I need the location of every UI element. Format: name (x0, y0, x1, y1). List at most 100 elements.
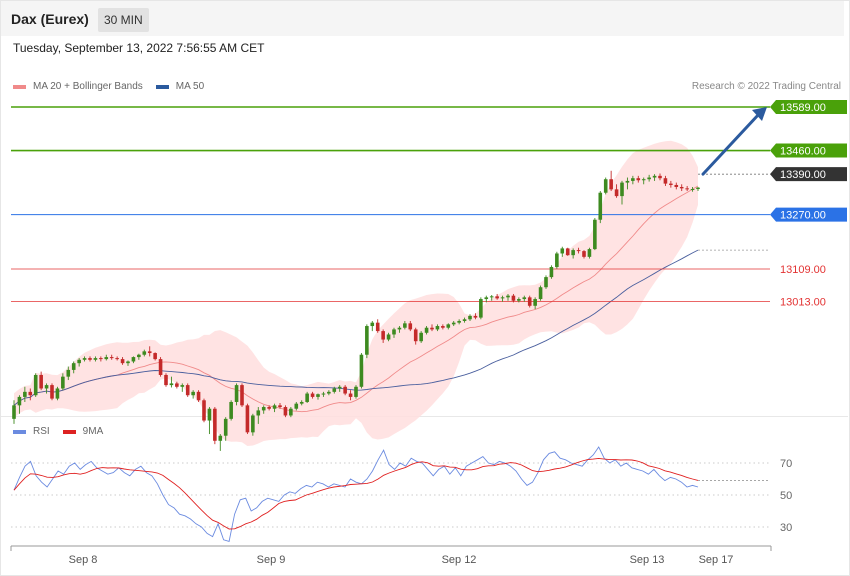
candle-body (641, 179, 646, 181)
candle-body (327, 391, 331, 394)
candle-body (99, 358, 103, 360)
candle-body (658, 175, 662, 179)
x-tick-label: Sep 17 (699, 554, 734, 566)
candle-body (663, 178, 668, 184)
level-tag-13390.00 (770, 167, 847, 182)
candle-body (669, 183, 673, 185)
candle-body (278, 405, 282, 408)
candle-body (495, 296, 499, 299)
candle-body (354, 386, 358, 397)
candle-body (620, 182, 624, 197)
candle-body (462, 319, 467, 321)
ma50-swatch (155, 84, 169, 89)
level-value-13390.00: 13390.00 (780, 169, 826, 181)
candle-body (565, 248, 570, 256)
candle-body (696, 187, 700, 190)
candle-body (305, 393, 309, 402)
candle-body (517, 299, 521, 301)
candle-body (28, 391, 33, 396)
forecast-arrow-shaft (701, 112, 761, 176)
candle-body (93, 358, 98, 360)
candle-body (267, 407, 271, 409)
rsi-axis-label-50: 50 (780, 490, 792, 502)
candle-body (223, 418, 228, 436)
candle-body (603, 179, 608, 193)
level-value-13109.00: 13109.00 (780, 264, 826, 276)
candle-body (180, 385, 185, 387)
candle-body (44, 385, 49, 389)
candle-body (555, 253, 559, 267)
candle-body (538, 287, 543, 300)
x-tick-label: Sep 8 (69, 554, 98, 566)
candle-body (441, 326, 445, 328)
candle-body (88, 358, 92, 360)
ma20-swatch (13, 84, 26, 89)
rsi-axis-label-70: 70 (780, 458, 792, 470)
candle-body (61, 376, 65, 389)
candle-body (473, 315, 478, 318)
rsi-ma-swatch (62, 429, 76, 434)
candle-body (55, 388, 60, 399)
candle-body (598, 192, 603, 220)
candle-body (126, 361, 130, 364)
ma50-legend-label: MA 50 (175, 81, 205, 92)
header-bar: Dax (Eurex) 30 MIN (1, 1, 844, 36)
candle-body (332, 388, 337, 392)
candle-body (147, 351, 152, 354)
candle-body (82, 358, 87, 360)
candle-body (413, 329, 418, 342)
timestamp: Tuesday, September 13, 2022 7:56:55 AM C… (13, 41, 265, 55)
timeframe-button[interactable]: 30 MIN (98, 8, 149, 32)
candle-body (316, 394, 320, 397)
candle-body (527, 297, 532, 306)
candle-body (489, 296, 494, 298)
x-tick-label: Sep 9 (257, 554, 286, 566)
candle-body (321, 393, 326, 395)
candle-body (158, 359, 163, 375)
candle-body (185, 385, 190, 396)
instrument-title: Dax (Eurex) (11, 11, 89, 27)
candle-body (120, 359, 125, 364)
candle-body (202, 400, 206, 421)
candle-body (593, 219, 597, 250)
candle-body (500, 297, 505, 299)
candle-body (33, 374, 38, 396)
candle-body (218, 435, 223, 441)
candle-body (175, 383, 179, 387)
candle-body (430, 327, 434, 330)
candle-body (359, 354, 364, 387)
candle-body (77, 359, 81, 364)
candle-body (256, 410, 261, 416)
candle-body (240, 385, 244, 406)
candle-body (435, 326, 440, 330)
candle-body (468, 315, 472, 320)
candle-body (245, 405, 250, 433)
panel-divider (1, 416, 848, 417)
candle-body (571, 250, 575, 256)
candle-body (511, 295, 516, 301)
level-tag-13460.00 (770, 143, 847, 158)
candle-body (451, 322, 456, 325)
candle-body (12, 405, 16, 419)
candle-body (109, 357, 114, 359)
candle-body (23, 391, 27, 397)
candle-body (104, 357, 109, 360)
bollinger-band (14, 140, 698, 447)
candle-body (153, 353, 157, 360)
candle-body (294, 403, 299, 409)
candle-body (142, 351, 147, 355)
x-tick-label: Sep 13 (630, 554, 665, 566)
level-value-13589.00: 13589.00 (780, 102, 826, 114)
candle-body (576, 250, 581, 252)
candle-body (115, 358, 119, 360)
candle-body (690, 189, 695, 191)
ma20-line (13, 185, 699, 413)
candle-body (272, 405, 277, 409)
level-value-13013.00: 13013.00 (780, 296, 826, 308)
candle-body (522, 297, 527, 300)
candle-body (484, 297, 489, 300)
rsi-swatch (13, 429, 26, 434)
rsi-ma-legend-label: 9MA (82, 426, 104, 437)
candle-body (386, 334, 391, 340)
